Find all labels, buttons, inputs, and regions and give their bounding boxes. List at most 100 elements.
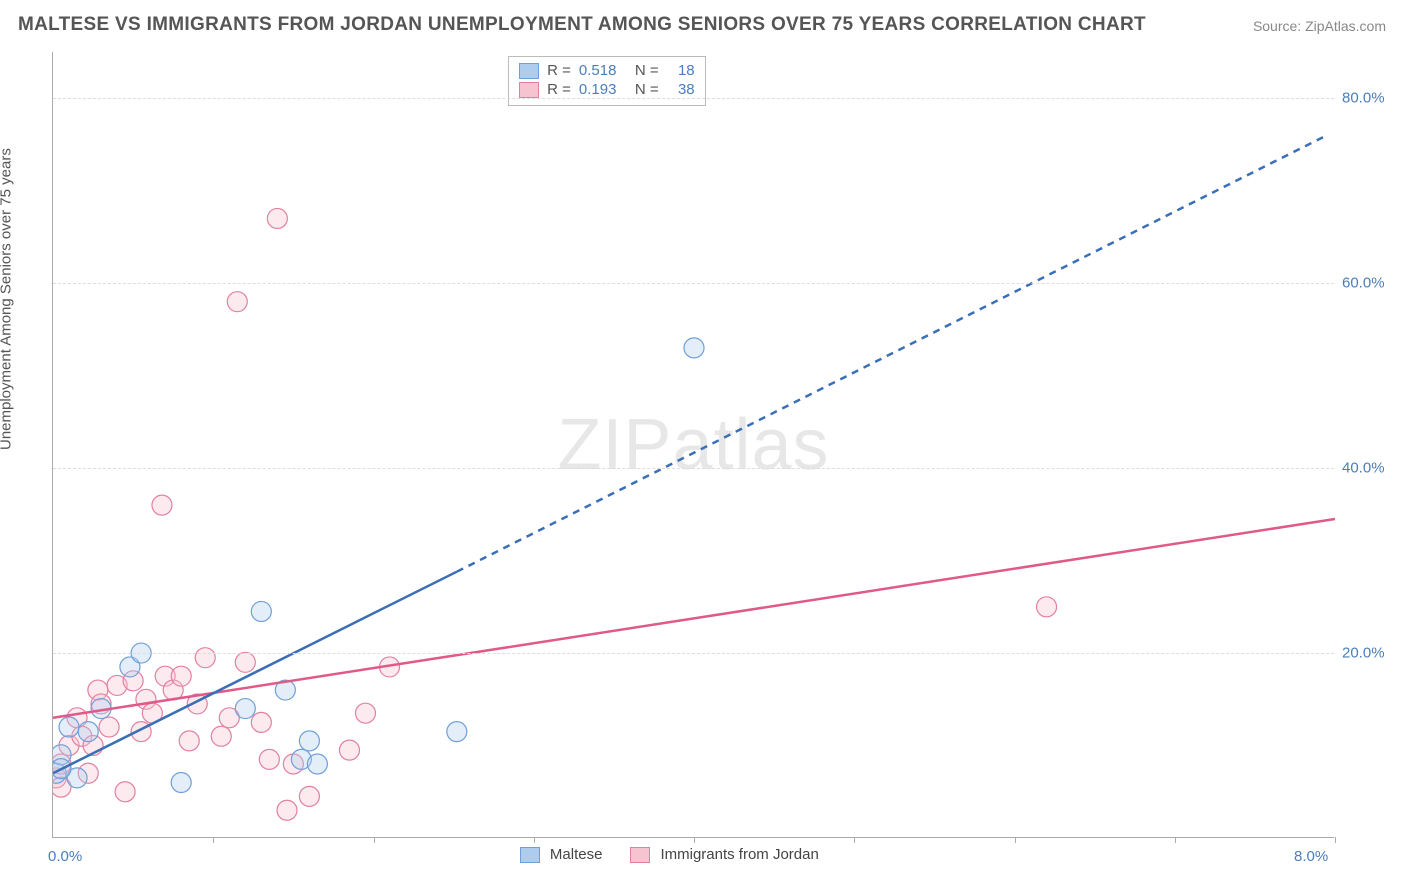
data-point-maltese — [53, 763, 66, 783]
data-point-maltese — [447, 722, 467, 742]
legend-swatch-jordan — [630, 847, 650, 863]
chart-frame: MALTESE VS IMMIGRANTS FROM JORDAN UNEMPL… — [0, 0, 1406, 892]
stat-n-value: 18 — [667, 62, 695, 79]
data-point-jordan — [211, 726, 231, 746]
gridline-h — [53, 468, 1334, 469]
data-point-jordan — [53, 777, 71, 797]
data-point-jordan — [283, 754, 303, 774]
x-axis-min-label: 0.0% — [48, 848, 82, 865]
gridline-h — [53, 653, 1334, 654]
plot-area: ZIPatlas R =0.518N =18R =0.193N =38 20.0… — [52, 52, 1334, 838]
data-point-jordan — [59, 736, 79, 756]
legend-swatch-jordan — [519, 82, 539, 98]
data-point-jordan — [107, 675, 127, 695]
data-point-maltese — [299, 731, 319, 751]
y-tick-label: 40.0% — [1342, 460, 1402, 477]
data-point-jordan — [91, 694, 111, 714]
x-tick-mark — [694, 837, 695, 843]
trend-line — [53, 519, 1335, 718]
x-tick-mark — [854, 837, 855, 843]
data-point-jordan — [53, 768, 66, 788]
data-point-jordan — [88, 680, 108, 700]
data-point-jordan — [259, 749, 279, 769]
stat-n-label: N = — [635, 81, 659, 98]
legend-label-jordan: Immigrants from Jordan — [660, 846, 818, 863]
data-point-jordan — [67, 708, 87, 728]
stat-n-label: N = — [635, 62, 659, 79]
chart-svg-overlay — [53, 52, 1335, 838]
y-tick-label: 80.0% — [1342, 90, 1402, 107]
gridline-h — [53, 283, 1334, 284]
data-point-maltese — [67, 768, 87, 788]
data-point-jordan — [355, 703, 375, 723]
data-point-maltese — [53, 745, 71, 765]
stats-row-jordan: R = 0.193 N = 38 — [519, 80, 695, 99]
data-point-maltese — [235, 699, 255, 719]
data-point-jordan — [299, 786, 319, 806]
data-point-jordan — [251, 712, 271, 732]
data-point-maltese — [120, 657, 140, 677]
stat-r-label: R = — [547, 62, 571, 79]
y-tick-label: 60.0% — [1342, 275, 1402, 292]
data-point-jordan — [277, 800, 297, 820]
data-point-jordan — [142, 703, 162, 723]
data-point-maltese — [91, 699, 111, 719]
stat-r-value: 0.193 — [579, 81, 627, 98]
data-point-jordan — [136, 689, 156, 709]
data-point-maltese — [291, 749, 311, 769]
y-axis-label: Unemployment Among Seniors over 75 years — [0, 148, 15, 450]
data-point-jordan — [195, 648, 215, 668]
data-point-jordan — [155, 666, 175, 686]
x-tick-mark — [374, 837, 375, 843]
trend-line — [53, 572, 457, 774]
data-point-jordan — [187, 694, 207, 714]
trend-line — [457, 135, 1327, 571]
stat-n-value: 38 — [667, 81, 695, 98]
y-tick-label: 20.0% — [1342, 645, 1402, 662]
data-point-maltese — [307, 754, 327, 774]
watermark: ZIPatlas — [557, 404, 829, 486]
watermark-bold: ZIP — [557, 405, 672, 485]
data-point-jordan — [339, 740, 359, 760]
x-tick-mark — [1175, 837, 1176, 843]
data-point-maltese — [684, 338, 704, 358]
data-point-jordan — [163, 680, 183, 700]
data-point-jordan — [1037, 597, 1057, 617]
data-point-jordan — [152, 495, 172, 515]
data-point-jordan — [380, 657, 400, 677]
data-point-jordan — [72, 726, 92, 746]
data-point-maltese — [275, 680, 295, 700]
chart-title: MALTESE VS IMMIGRANTS FROM JORDAN UNEMPL… — [18, 14, 1146, 36]
data-point-jordan — [53, 754, 71, 774]
data-point-jordan — [78, 763, 98, 783]
data-point-jordan — [227, 292, 247, 312]
data-point-jordan — [219, 708, 239, 728]
x-tick-mark — [1015, 837, 1016, 843]
x-tick-mark — [1335, 837, 1336, 843]
data-point-jordan — [131, 722, 151, 742]
source-label: Source: ZipAtlas.com — [1253, 18, 1386, 34]
gridline-h — [53, 98, 1334, 99]
data-point-maltese — [53, 759, 71, 779]
data-point-maltese — [171, 773, 191, 793]
watermark-thin: atlas — [672, 405, 829, 485]
x-tick-mark — [213, 837, 214, 843]
data-point-jordan — [99, 717, 119, 737]
data-point-jordan — [83, 736, 103, 756]
x-tick-mark — [534, 837, 535, 843]
data-point-maltese — [59, 717, 79, 737]
stats-row-maltese: R =0.518N =18 — [519, 61, 695, 80]
data-point-jordan — [179, 731, 199, 751]
data-point-jordan — [267, 208, 287, 228]
data-point-maltese — [78, 722, 98, 742]
data-point-jordan — [235, 652, 255, 672]
data-point-maltese — [251, 601, 271, 621]
stat-r-label: R = — [547, 81, 571, 98]
legend-swatch-maltese — [519, 63, 539, 79]
data-point-jordan — [123, 671, 143, 691]
data-point-jordan — [171, 666, 191, 686]
legend-swatch-maltese — [520, 847, 540, 863]
data-point-jordan — [115, 782, 135, 802]
legend-label-maltese: Maltese — [550, 846, 603, 863]
x-axis-max-label: 8.0% — [1294, 848, 1328, 865]
